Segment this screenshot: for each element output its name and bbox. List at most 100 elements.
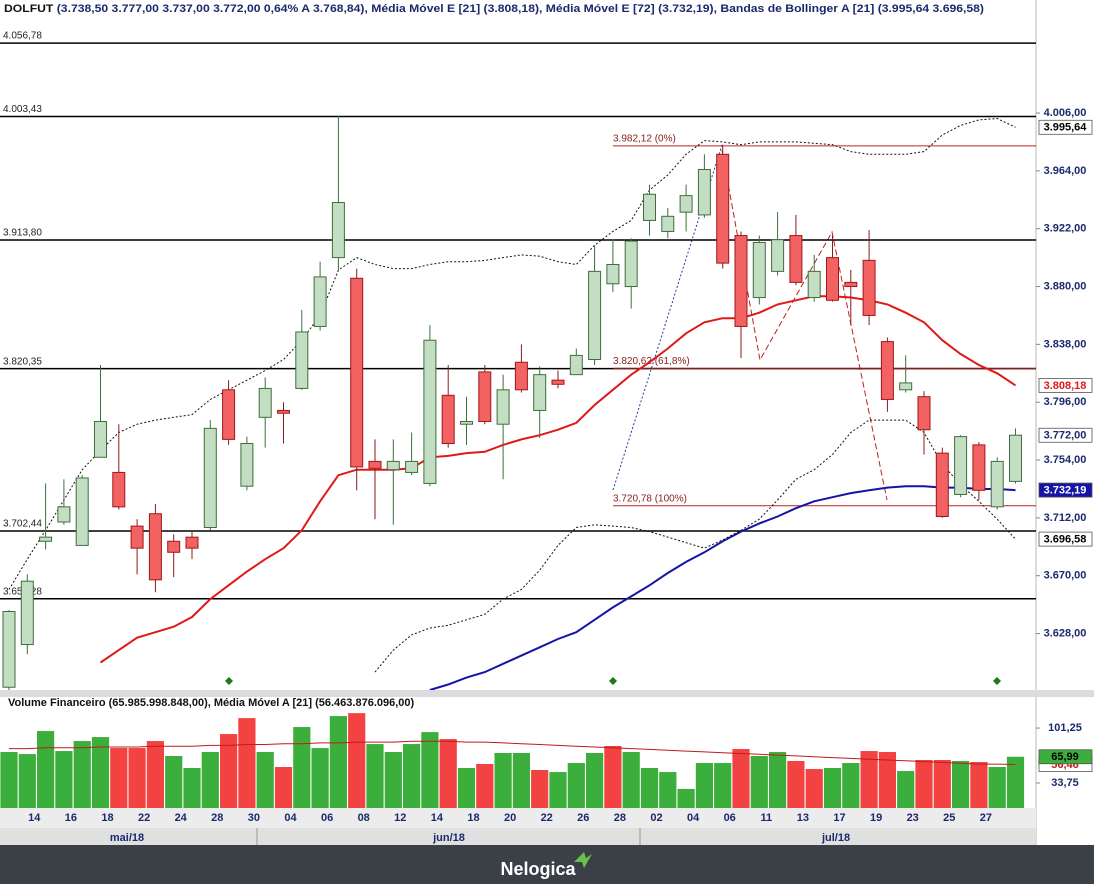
candle-body [514,361,528,391]
y-tick-label: 3.880,00 [1044,280,1087,292]
candle-body [807,270,821,299]
price-tag-label: 3.772,00 [1044,430,1087,442]
volume-bar [915,760,933,808]
price-tag [1038,531,1093,547]
footer [0,845,1094,884]
volume-bar [897,770,915,808]
volume-bar [604,746,622,808]
candle-body [935,452,949,517]
volume-bar [586,753,604,808]
y-tick-label: 3.670,00 [1044,570,1087,582]
volume-bar [933,760,951,808]
price-tag [1038,119,1093,135]
x-tick-label: 14 [431,812,444,824]
candle-body [331,202,345,259]
x-tick-label: 23 [907,812,919,824]
candle-body [130,525,144,549]
moving-average [429,485,1016,690]
x-tick-label: 20 [504,812,516,824]
volume-bar [714,763,732,808]
candle-body [148,513,162,581]
price-tag-label: 65,99 [1051,751,1079,763]
volume-bar [293,727,311,808]
y-tick-label: 3.712,00 [1044,512,1087,524]
volume-bar [238,718,256,808]
candle-body [277,409,290,414]
level-label: 4.056,78 [3,31,42,42]
candle-body [954,436,968,495]
volume-bar [476,763,494,808]
candle-body [441,394,455,445]
x-tick-label: 19 [870,812,882,824]
volume-bar [549,772,567,808]
price-tag [1038,749,1093,765]
candle-body [295,331,309,389]
volume-bar [805,769,823,808]
candle-body [203,427,217,529]
y-tick-label: 3.964,00 [1044,165,1087,177]
x-tick-label: 04 [687,812,700,824]
x-tick-label: 18 [101,812,113,824]
volume-bar [0,752,18,808]
candle-body [551,379,565,385]
volume-bar [91,737,110,808]
x-tick-label: 02 [650,812,662,824]
fibonacci-label: 3.982,12 (0%) [613,134,676,145]
y-tick-label: 3.922,00 [1044,223,1087,235]
volume-bar [860,751,878,808]
candle-body [789,235,803,283]
candle-body [972,444,986,491]
price-tag-label: 3.696,58 [1044,534,1087,546]
volume-panel [0,713,1025,808]
volume-bar [384,752,402,808]
x-tick-label: 06 [724,812,736,824]
candle-body [844,281,858,288]
signal-markers [225,677,1001,685]
volume-bar [128,748,146,808]
fibonacci-label: 3.720,78 (100%) [613,493,687,504]
volume-title: Volume Financeiro (65.985.998.848,00), M… [8,697,415,709]
candle-body [771,239,785,272]
candle-body [862,259,876,316]
candle-body [75,477,89,546]
volume-bar [165,756,183,808]
candle-body [990,460,1004,508]
candle-body [734,235,748,327]
candle-body [496,389,510,425]
price-tag [1038,378,1093,393]
candle-body [478,371,492,422]
volume-bar [403,744,421,808]
month-label: jul/18 [821,832,850,844]
volume-bar [512,753,530,808]
x-tick-label: 28 [614,812,626,824]
candle-body [752,241,766,299]
y-tick-label: 3.796,00 [1044,396,1087,408]
candle-body [880,341,894,400]
brand-logo [574,852,592,868]
brand: Nelogica [500,859,576,879]
volume-bar [988,766,1006,808]
month-label: jun/18 [432,832,465,844]
x-tick-label: 27 [980,812,992,824]
x-tick-label: 25 [943,812,955,824]
zigzag [721,149,888,501]
volume-bar [823,767,842,808]
volume-bar [183,767,201,808]
candle-body [716,153,730,264]
volume-bar [952,760,970,808]
candle-body [167,540,181,553]
candle-body [368,460,382,469]
volume-bar [18,754,36,808]
level-label: 3.913,80 [3,228,42,239]
volume-bar [659,772,677,808]
candle-body [917,396,931,431]
panel-divider [0,690,1094,697]
candle-body [460,420,473,425]
x-tick-label: 13 [797,812,809,824]
price-tag-label: 3.808,18 [1044,380,1087,392]
symbol: DOLFUT [4,3,54,15]
candle-body [350,277,364,468]
volume-bar [970,762,988,808]
